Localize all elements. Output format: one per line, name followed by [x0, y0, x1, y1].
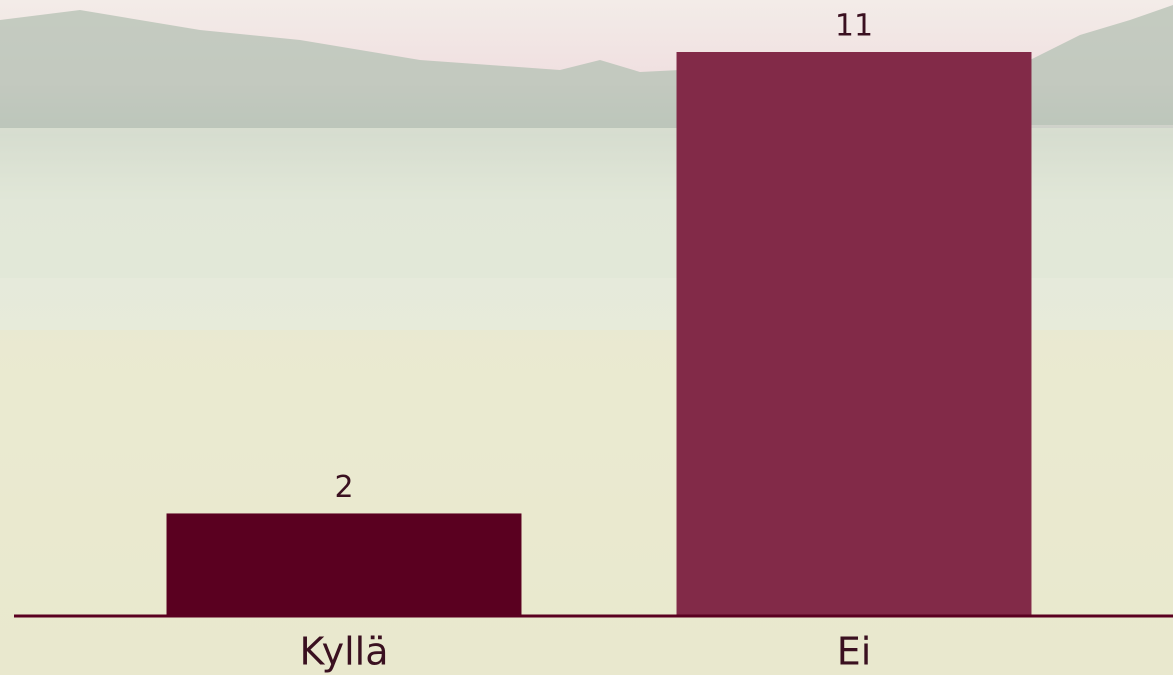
x-tick-label: Kyllä — [299, 630, 388, 674]
value-label: 11 — [835, 9, 873, 44]
bar — [166, 513, 522, 616]
tree-line — [0, 10, 680, 128]
bar — [676, 52, 1032, 616]
x-tick-label: Ei — [837, 630, 872, 674]
value-label: 2 — [334, 470, 353, 505]
tree-line — [1030, 5, 1173, 125]
